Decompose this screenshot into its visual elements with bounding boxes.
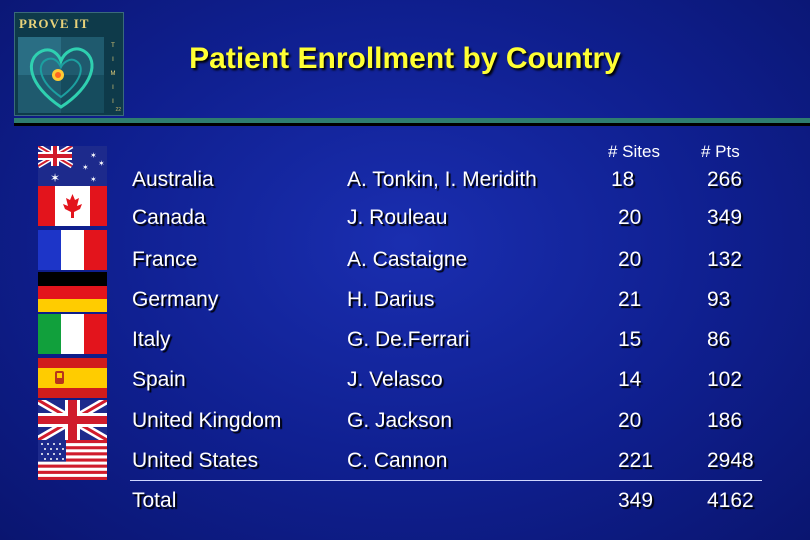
heart-logo-icon: [18, 37, 104, 113]
title-divider: [14, 118, 810, 123]
investigator-italy: G. De.Ferrari: [347, 328, 470, 351]
sites-header: # Sites: [608, 142, 660, 161]
logo-trial-letters: T I M I I: [110, 43, 116, 105]
prove-it-logo: PROVE IT T I M I I 22: [14, 12, 124, 116]
pts-france: 132: [707, 248, 743, 271]
france-flag: [38, 230, 107, 270]
country-united-kingdom: United Kingdom: [132, 409, 282, 432]
investigator-canada: J. Rouleau: [347, 206, 448, 229]
uk-flag: [38, 400, 107, 440]
sites-italy: 15: [618, 328, 642, 351]
pts-italy: 86: [707, 328, 731, 351]
total-sites: 349: [618, 489, 654, 512]
investigator-united-kingdom: G. Jackson: [347, 409, 453, 432]
pts-header: # Pts: [701, 142, 740, 161]
pts-united-kingdom: 186: [707, 409, 743, 432]
svg-text:✶: ✶: [90, 151, 97, 160]
sites-united-states: 221: [618, 449, 654, 472]
investigator-united-states: C. Cannon: [347, 449, 448, 472]
svg-text:✶: ✶: [82, 163, 89, 172]
svg-text:✶: ✶: [98, 159, 105, 168]
investigator-spain: J. Velasco: [347, 368, 443, 391]
sites-australia: 18: [611, 168, 635, 191]
sites-canada: 20: [618, 206, 642, 229]
total-label: Total: [132, 489, 177, 512]
title-divider-shadow: [14, 123, 810, 126]
country-france: France: [132, 248, 198, 271]
country-germany: Germany: [132, 288, 219, 311]
pts-australia: 266: [707, 168, 743, 191]
germany-flag: [38, 272, 107, 312]
country-italy: Italy: [132, 328, 171, 351]
investigator-germany: H. Darius: [347, 288, 435, 311]
australia-flag: ✶ ✶ ✶ ✶ ✶: [38, 146, 107, 186]
spain-flag: [38, 358, 107, 398]
total-divider: [130, 480, 762, 481]
total-pts: 4162: [707, 489, 754, 512]
country-canada: Canada: [132, 206, 206, 229]
investigator-france: A. Castaigne: [347, 248, 468, 271]
pts-canada: 349: [707, 206, 743, 229]
sites-united-kingdom: 20: [618, 409, 642, 432]
canada-flag: [38, 186, 107, 226]
us-flag: [38, 440, 107, 480]
page-title: Patient Enrollment by Country: [189, 42, 621, 75]
logo-subtitle: 22: [115, 107, 121, 113]
pts-united-states: 2948: [707, 449, 754, 472]
country-united-states: United States: [132, 449, 259, 472]
svg-text:✶: ✶: [90, 175, 97, 184]
investigator-australia: A. Tonkin, I. Meridith: [347, 168, 537, 191]
sites-germany: 21: [618, 288, 642, 311]
country-australia: Australia: [132, 168, 214, 191]
sites-france: 20: [618, 248, 642, 271]
country-spain: Spain: [132, 368, 186, 391]
svg-text:✶: ✶: [50, 171, 60, 185]
pts-spain: 102: [707, 368, 743, 391]
pts-germany: 93: [707, 288, 731, 311]
italy-flag: [38, 314, 107, 354]
sites-spain: 14: [618, 368, 642, 391]
logo-title: PROVE IT: [19, 16, 90, 31]
